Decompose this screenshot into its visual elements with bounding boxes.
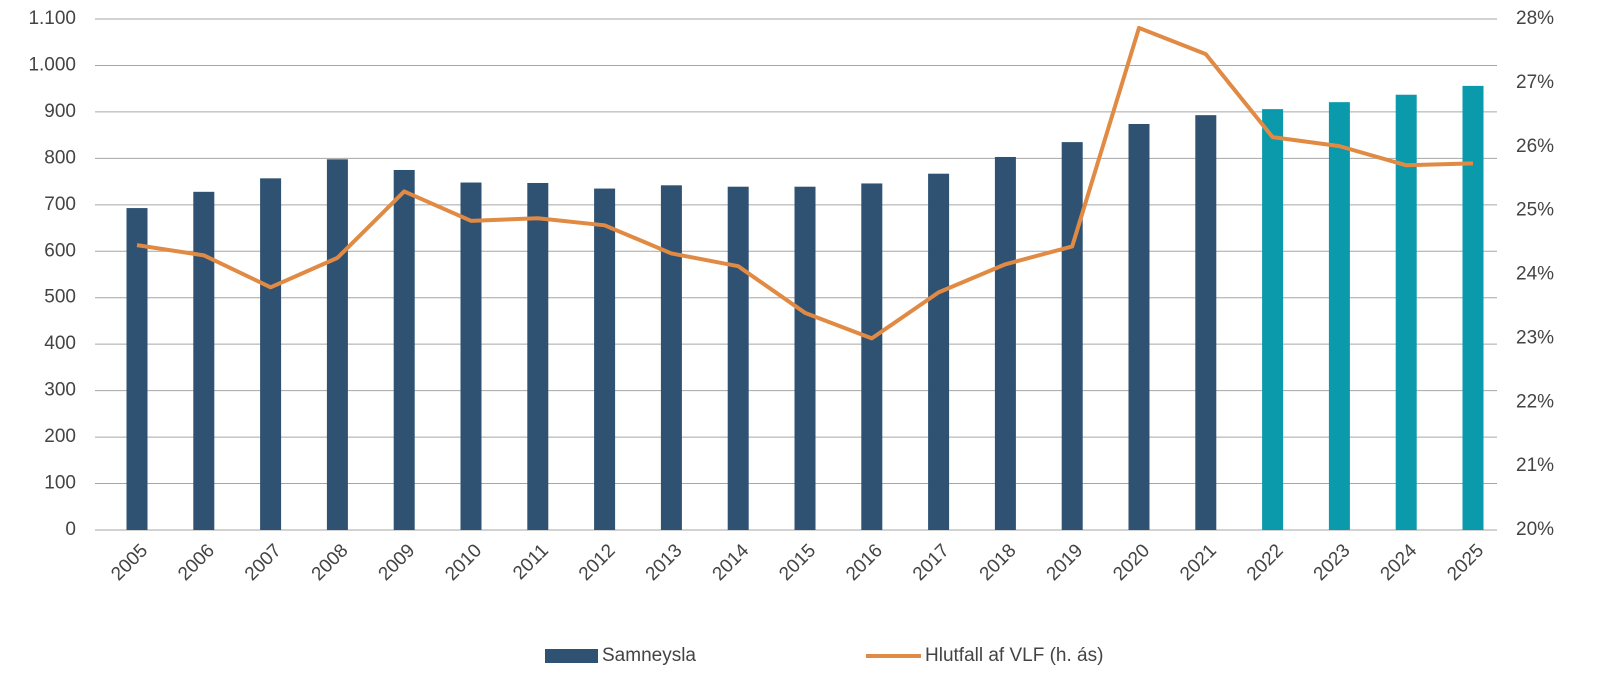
- y-tick-label: 200: [44, 426, 76, 447]
- legend-label: Hlutfall af VLF (h. ás): [925, 645, 1103, 666]
- x-tick-label: 2017: [909, 540, 954, 585]
- bar: [460, 182, 482, 530]
- line: [136, 25, 1474, 341]
- y2-tick-label: 23%: [1516, 327, 1554, 348]
- x-tick-label: 2019: [1043, 540, 1088, 585]
- bar: [1462, 85, 1484, 531]
- bar: [1195, 115, 1217, 530]
- y2-tick-label: 28%: [1516, 8, 1554, 29]
- x-tick-label: 2012: [575, 540, 620, 585]
- bar: [1395, 94, 1417, 530]
- bar: [794, 186, 816, 530]
- bar: [260, 178, 282, 530]
- bar: [1262, 109, 1284, 530]
- y2-tick-label: 22%: [1516, 391, 1554, 412]
- y2-tick-label: 20%: [1516, 519, 1554, 540]
- x-tick-label: 2018: [976, 540, 1021, 585]
- y2-tick-label: 25%: [1516, 200, 1554, 221]
- bar: [994, 156, 1016, 530]
- y-tick-label: 700: [44, 194, 76, 215]
- y2-tick-label: 26%: [1516, 136, 1554, 157]
- bar: [1061, 142, 1083, 530]
- x-tick-label: 2014: [709, 540, 754, 585]
- x-tick-label: 2022: [1243, 540, 1288, 585]
- x-tick-label: 2021: [1176, 540, 1221, 585]
- x-tick-label: 2016: [842, 540, 887, 585]
- bar: [1328, 102, 1350, 531]
- x-tick-label: 2023: [1310, 540, 1355, 585]
- bar: [660, 185, 682, 531]
- y-tick-label: 600: [44, 240, 76, 261]
- x-tick-label: 2007: [241, 540, 286, 585]
- y-tick-label: 1.100: [28, 8, 76, 29]
- x-tick-label: 2011: [509, 540, 553, 584]
- legend-label: Samneysla: [602, 645, 696, 666]
- y2-tick-label: 21%: [1516, 455, 1554, 476]
- x-tick-label: 2006: [174, 540, 219, 585]
- bar: [861, 183, 883, 530]
- bar: [126, 208, 148, 530]
- bar: [594, 188, 616, 531]
- bar: [727, 186, 749, 530]
- x-tick-label: 2015: [775, 540, 820, 585]
- bar: [1128, 123, 1150, 530]
- y2-tick-label: 27%: [1516, 72, 1554, 93]
- bar: [928, 173, 950, 530]
- x-tick-label: 2009: [375, 540, 420, 585]
- x-tick-label: 2005: [107, 540, 152, 585]
- bar: [193, 191, 215, 530]
- y-tick-label: 500: [44, 287, 76, 308]
- bar: [393, 169, 415, 530]
- x-tick-label: 2010: [441, 540, 486, 585]
- x-tick-label: 2025: [1443, 540, 1488, 585]
- x-tick-label: 2013: [642, 540, 687, 585]
- y-tick-label: 1.000: [28, 54, 76, 75]
- y-tick-label: 0: [65, 519, 76, 540]
- y-tick-label: 800: [44, 147, 76, 168]
- y-tick-label: 400: [44, 333, 76, 354]
- x-tick-label: 2008: [308, 540, 353, 585]
- x-tick-label: 2020: [1109, 540, 1154, 585]
- x-tick-label: 2024: [1377, 540, 1422, 585]
- y-tick-label: 300: [44, 380, 76, 401]
- legend-swatch: [545, 649, 598, 663]
- bar: [326, 159, 348, 530]
- y-tick-label: 100: [44, 473, 76, 494]
- bar: [527, 182, 549, 530]
- y2-tick-label: 24%: [1516, 264, 1554, 285]
- y-tick-label: 900: [44, 101, 76, 122]
